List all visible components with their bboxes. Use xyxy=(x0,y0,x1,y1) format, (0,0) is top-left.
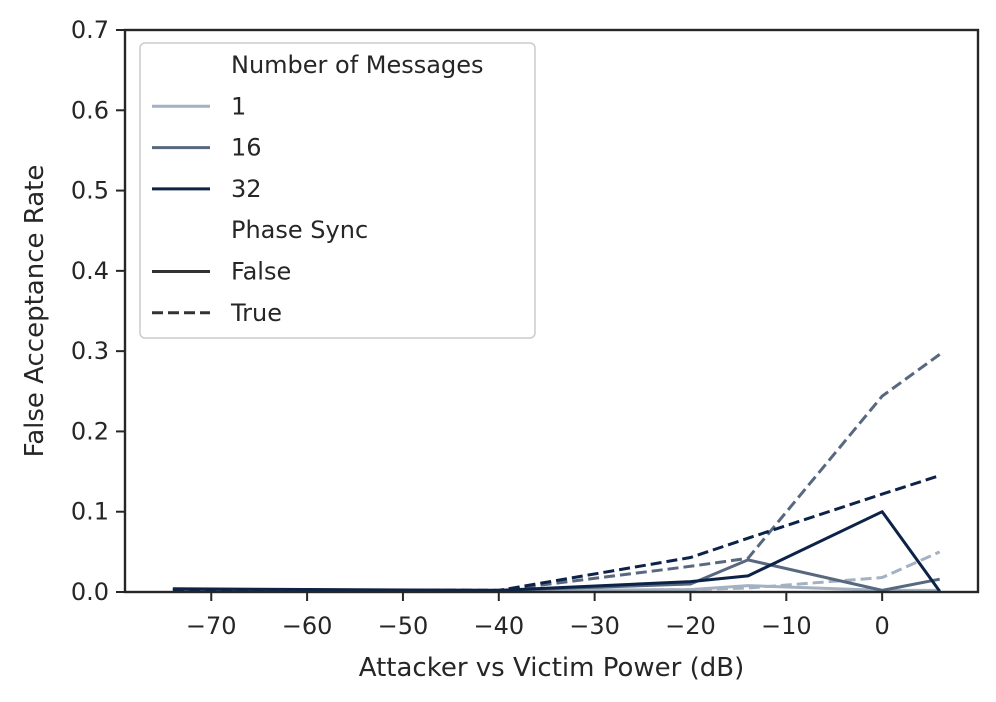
x-tick-label: −10 xyxy=(761,612,812,640)
y-tick-label: 0.4 xyxy=(71,257,109,285)
y-tick-label: 0.2 xyxy=(71,417,109,445)
legend-box xyxy=(139,42,536,339)
x-tick-label: −50 xyxy=(378,612,429,640)
legend-label: False xyxy=(231,258,291,286)
x-tick-label: −20 xyxy=(665,612,716,640)
legend-label: 16 xyxy=(231,134,262,162)
series-line-16-phase-sync-true xyxy=(172,353,941,592)
series-line-32-phase-sync-true xyxy=(172,474,941,592)
legend-label: 32 xyxy=(231,175,262,203)
legend-label: 1 xyxy=(231,92,246,120)
y-tick-label: 0.0 xyxy=(71,578,109,606)
x-tick-label: −30 xyxy=(569,612,620,640)
x-tick-label: −60 xyxy=(282,612,333,640)
series-layer xyxy=(172,353,941,593)
series-line-32-phase-sync-false xyxy=(172,510,941,593)
y-tick-label: 0.7 xyxy=(71,16,109,44)
legend-title: Phase Sync xyxy=(231,216,368,244)
x-axis-ticks: −70 −60 −50 −40 −30 −20 −10 0 xyxy=(186,592,890,640)
y-axis-ticks: 0.0 0.1 0.2 0.3 0.4 0.5 0.6 0.7 xyxy=(71,16,125,606)
legend-label: True xyxy=(230,299,282,327)
series-line-16-phase-sync-false xyxy=(172,558,940,592)
x-tick-label: −70 xyxy=(186,612,237,640)
y-tick-label: 0.5 xyxy=(71,177,109,205)
y-tick-label: 0.1 xyxy=(71,498,109,526)
plot-frame xyxy=(123,28,980,594)
series-line-1-phase-sync-true xyxy=(172,550,941,593)
y-axis-label: False Acceptance Rate xyxy=(20,165,50,458)
legend-title: Number of Messages xyxy=(231,51,484,79)
y-tick-label: 0.6 xyxy=(71,96,109,124)
x-axis-label: Attacker vs Victim Power (dB) xyxy=(359,653,744,683)
x-tick-label: 0 xyxy=(875,612,890,640)
legend: Number of Messages 1 16 32 Phase Sync False Tr… xyxy=(139,42,536,339)
x-tick-label: −40 xyxy=(473,612,524,640)
y-tick-label: 0.3 xyxy=(71,337,109,365)
